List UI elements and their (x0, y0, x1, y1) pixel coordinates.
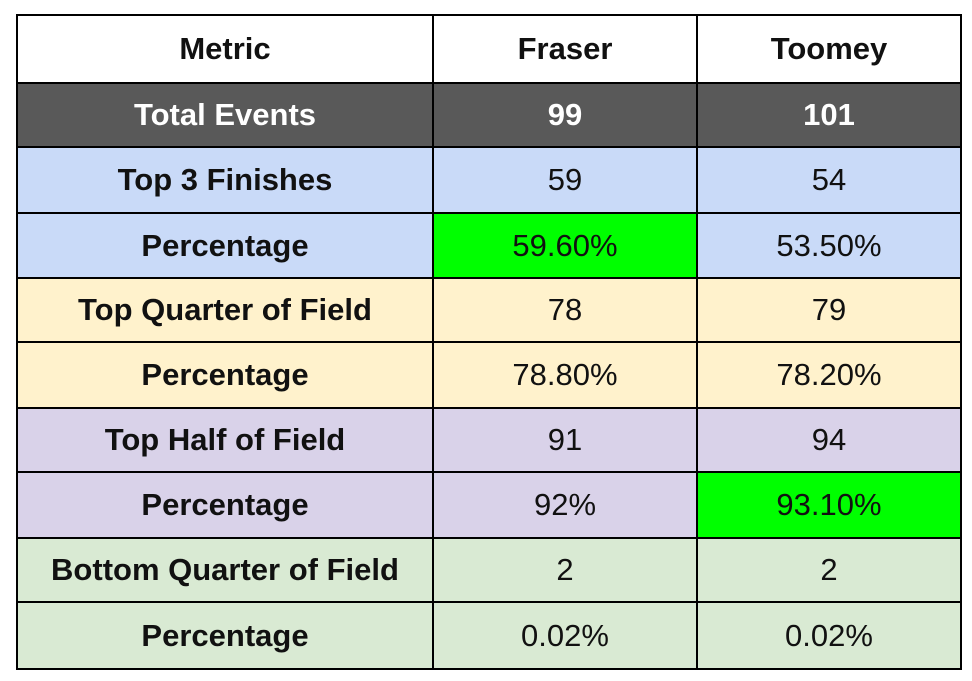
row-toomey-cell: 53.50% (696, 212, 962, 279)
table-body: Total Events 99 101 Top 3 Finishes 59 54 Perce… (16, 82, 962, 670)
row-fraser-highlight-cell: 59.60% (432, 212, 698, 279)
row-toomey-highlight-cell: 93.10% (696, 471, 962, 539)
row-toomey-cell: 0.02% (696, 601, 962, 670)
table-row: Percentage 78.80% 78.20% (16, 341, 962, 409)
row-fraser-cell: 99 (432, 82, 698, 148)
header-row: Metric Fraser Toomey (16, 14, 962, 84)
row-toomey-cell: 54 (696, 146, 962, 214)
table-row: Bottom Quarter of Field 2 2 (16, 537, 962, 603)
comparison-table: Metric Fraser Toomey Total Events 99 101 To… (16, 14, 962, 670)
header-toomey: Toomey (696, 14, 962, 84)
table-row: Top 3 Finishes 59 54 (16, 146, 962, 214)
row-toomey-cell: 101 (696, 82, 962, 148)
row-fraser-cell: 92% (432, 471, 698, 539)
row-toomey-cell: 79 (696, 277, 962, 343)
row-metric-cell: Top 3 Finishes (16, 146, 434, 214)
row-fraser-cell: 2 (432, 537, 698, 603)
row-fraser-cell: 78.80% (432, 341, 698, 409)
row-metric-cell: Bottom Quarter of Field (16, 537, 434, 603)
table-row: Top Quarter of Field 78 79 (16, 277, 962, 343)
row-toomey-cell: 94 (696, 407, 962, 473)
table-row: Percentage 59.60% 53.50% (16, 212, 962, 279)
row-metric-cell: Percentage (16, 471, 434, 539)
row-metric-cell: Top Quarter of Field (16, 277, 434, 343)
row-toomey-cell: 78.20% (696, 341, 962, 409)
row-metric-cell: Percentage (16, 212, 434, 279)
header-metric: Metric (16, 14, 434, 84)
row-metric-cell: Percentage (16, 341, 434, 409)
row-fraser-cell: 78 (432, 277, 698, 343)
header-fraser: Fraser (432, 14, 698, 84)
table-row: Percentage 92% 93.10% (16, 471, 962, 539)
table-row: Percentage 0.02% 0.02% (16, 601, 962, 670)
row-fraser-cell: 59 (432, 146, 698, 214)
table-row: Top Half of Field 91 94 (16, 407, 962, 473)
row-fraser-cell: 91 (432, 407, 698, 473)
comparison-table-container: Metric Fraser Toomey Total Events 99 101 To… (16, 14, 962, 670)
row-fraser-cell: 0.02% (432, 601, 698, 670)
row-metric-cell: Top Half of Field (16, 407, 434, 473)
row-toomey-cell: 2 (696, 537, 962, 603)
row-metric-cell: Total Events (16, 82, 434, 148)
row-metric-cell: Percentage (16, 601, 434, 670)
total-row: Total Events 99 101 (16, 82, 962, 148)
